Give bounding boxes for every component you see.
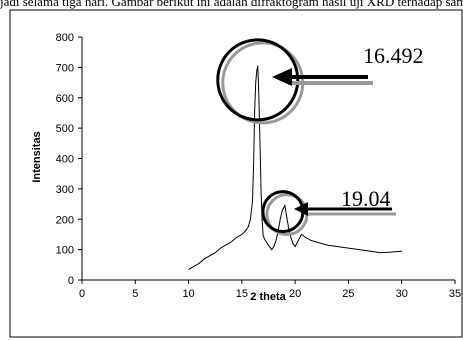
peak2-label: 19.04 bbox=[341, 186, 391, 211]
x-tick-label: 30 bbox=[396, 288, 408, 300]
x-tick-label: 15 bbox=[236, 288, 248, 300]
data-point bbox=[316, 241, 317, 243]
caption-fragment: jadi selama tiga hari. Gambar berikut in… bbox=[0, 0, 463, 9]
data-point bbox=[254, 112, 255, 114]
y-tick-label: 700 bbox=[56, 62, 74, 74]
data-point bbox=[255, 82, 256, 83]
data-point bbox=[248, 226, 249, 228]
data-point bbox=[369, 250, 371, 252]
data-point bbox=[204, 258, 205, 260]
data-point bbox=[209, 255, 211, 256]
y-tick-label: 500 bbox=[56, 123, 74, 135]
annotation-layer: 16.492 19.04 bbox=[216, 38, 424, 237]
data-point bbox=[305, 237, 307, 238]
x-axis-title: 2 theta bbox=[250, 291, 286, 303]
peak-arrow-head bbox=[272, 68, 292, 86]
data-point bbox=[262, 235, 264, 237]
series-layer bbox=[188, 65, 403, 270]
data-point bbox=[198, 263, 200, 264]
x-tick-label: 5 bbox=[132, 288, 138, 300]
data-point bbox=[241, 234, 243, 235]
data-point bbox=[288, 228, 290, 229]
series-line bbox=[188, 65, 402, 270]
x-tick-label: 0 bbox=[79, 288, 85, 300]
data-point bbox=[279, 219, 281, 220]
data-point bbox=[257, 65, 259, 67]
x-tick-label: 35 bbox=[449, 288, 461, 300]
data-point bbox=[236, 237, 237, 238]
data-point bbox=[244, 231, 246, 232]
data-point bbox=[193, 266, 195, 267]
data-point bbox=[253, 164, 254, 165]
data-point bbox=[282, 209, 283, 211]
data-point bbox=[290, 237, 292, 238]
y-tick-label: 300 bbox=[56, 184, 74, 196]
chart-frame bbox=[9, 9, 463, 338]
data-point bbox=[252, 200, 253, 202]
data-point bbox=[265, 240, 266, 241]
data-point bbox=[380, 252, 381, 253]
axes: 0 100 200 300 400 500 600 700 800 0 5 10 15 20 25 30 35 bbox=[56, 32, 461, 300]
y-tick-label: 600 bbox=[56, 93, 74, 105]
data-point bbox=[301, 234, 302, 235]
x-tick-label: 25 bbox=[342, 288, 354, 300]
data-point bbox=[220, 247, 221, 249]
data-point bbox=[256, 70, 258, 71]
data-point bbox=[271, 249, 273, 250]
data-point bbox=[214, 252, 216, 253]
data-point bbox=[326, 244, 328, 246]
data-point bbox=[259, 143, 261, 144]
y-axis-title: Intensitas bbox=[31, 131, 43, 182]
data-point bbox=[275, 240, 277, 241]
x-tick-label: 20 bbox=[289, 288, 301, 300]
peak-circle bbox=[216, 38, 300, 122]
data-point bbox=[298, 240, 299, 241]
y-tick-label: 200 bbox=[56, 214, 74, 226]
data-point bbox=[310, 240, 312, 241]
data-point bbox=[358, 249, 360, 250]
data-point bbox=[273, 246, 275, 247]
data-point bbox=[250, 219, 251, 220]
data-point bbox=[286, 215, 287, 217]
peak2-arrow-head bbox=[294, 202, 308, 216]
data-point bbox=[284, 205, 286, 206]
data-point bbox=[294, 246, 296, 247]
data-point bbox=[230, 241, 232, 243]
data-point bbox=[390, 251, 392, 253]
data-point bbox=[292, 243, 294, 244]
data-point bbox=[188, 269, 189, 270]
peak-label: 16.492 bbox=[363, 43, 424, 68]
data-point bbox=[225, 244, 227, 246]
y-tick-label: 800 bbox=[56, 32, 74, 44]
data-point bbox=[258, 97, 260, 99]
data-point bbox=[401, 250, 403, 252]
data-point bbox=[337, 246, 339, 247]
y-tick-label: 400 bbox=[56, 154, 74, 166]
y-tick-label: 0 bbox=[68, 275, 74, 287]
y-tick-label: 100 bbox=[56, 245, 74, 257]
data-point bbox=[268, 244, 269, 246]
data-point bbox=[260, 188, 262, 190]
data-point bbox=[348, 247, 349, 249]
data-point bbox=[261, 219, 263, 220]
x-tick-label: 10 bbox=[182, 288, 194, 300]
